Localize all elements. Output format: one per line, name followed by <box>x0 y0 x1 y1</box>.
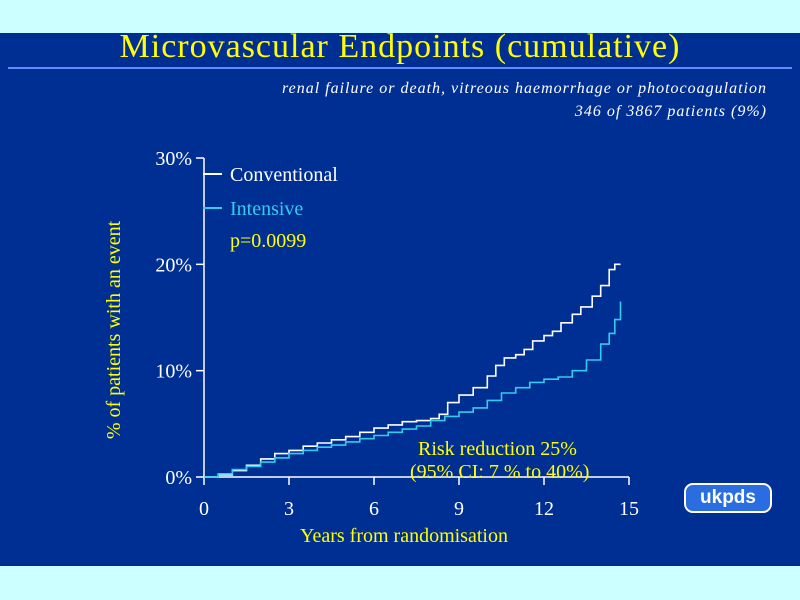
x-tick-label: 6 <box>369 498 379 520</box>
risk-reduction-annotation: Risk reduction 25% <box>418 438 577 460</box>
chart-axes: 0% 10% 20% 30% 0 3 6 9 12 15 <box>155 148 639 520</box>
legend-intensive-label: Intensive <box>230 198 303 220</box>
y-tick-label: 0% <box>165 467 192 489</box>
chart: 0% 10% 20% 30% 0 3 6 9 12 15 % of patients with a… <box>103 148 639 547</box>
y-tick-label: 10% <box>155 361 192 383</box>
x-tick-label: 3 <box>284 498 294 520</box>
x-tick-label: 0 <box>199 498 209 520</box>
y-axis-label: % of patients with an event <box>103 220 125 439</box>
x-tick-label: 12 <box>534 498 554 520</box>
confidence-interval-annotation: (95% CI: 7 % to 40%) <box>410 461 589 483</box>
series-line-intensive <box>204 301 622 478</box>
title-divider <box>8 67 792 69</box>
x-tick-label: 15 <box>619 498 639 520</box>
x-axis-label: Years from randomisation <box>300 525 508 547</box>
p-value-annotation: p=0.0099 <box>230 230 306 252</box>
chart-series <box>204 263 622 478</box>
legend-conventional-label: Conventional <box>230 164 338 186</box>
series-line-conventional <box>204 263 621 478</box>
y-tick-label: 20% <box>155 254 192 276</box>
ukpds-logo: ukpds <box>684 483 772 513</box>
subtitle-line-2: 346 of 3867 patients (9%) <box>574 103 767 120</box>
subtitle-line-1: renal failure or death, vitreous haemorr… <box>281 80 767 97</box>
x-tick-label: 9 <box>454 498 464 520</box>
y-tick-label: 30% <box>155 148 192 170</box>
slide-title: Microvascular Endpoints (cumulative) <box>119 28 681 65</box>
